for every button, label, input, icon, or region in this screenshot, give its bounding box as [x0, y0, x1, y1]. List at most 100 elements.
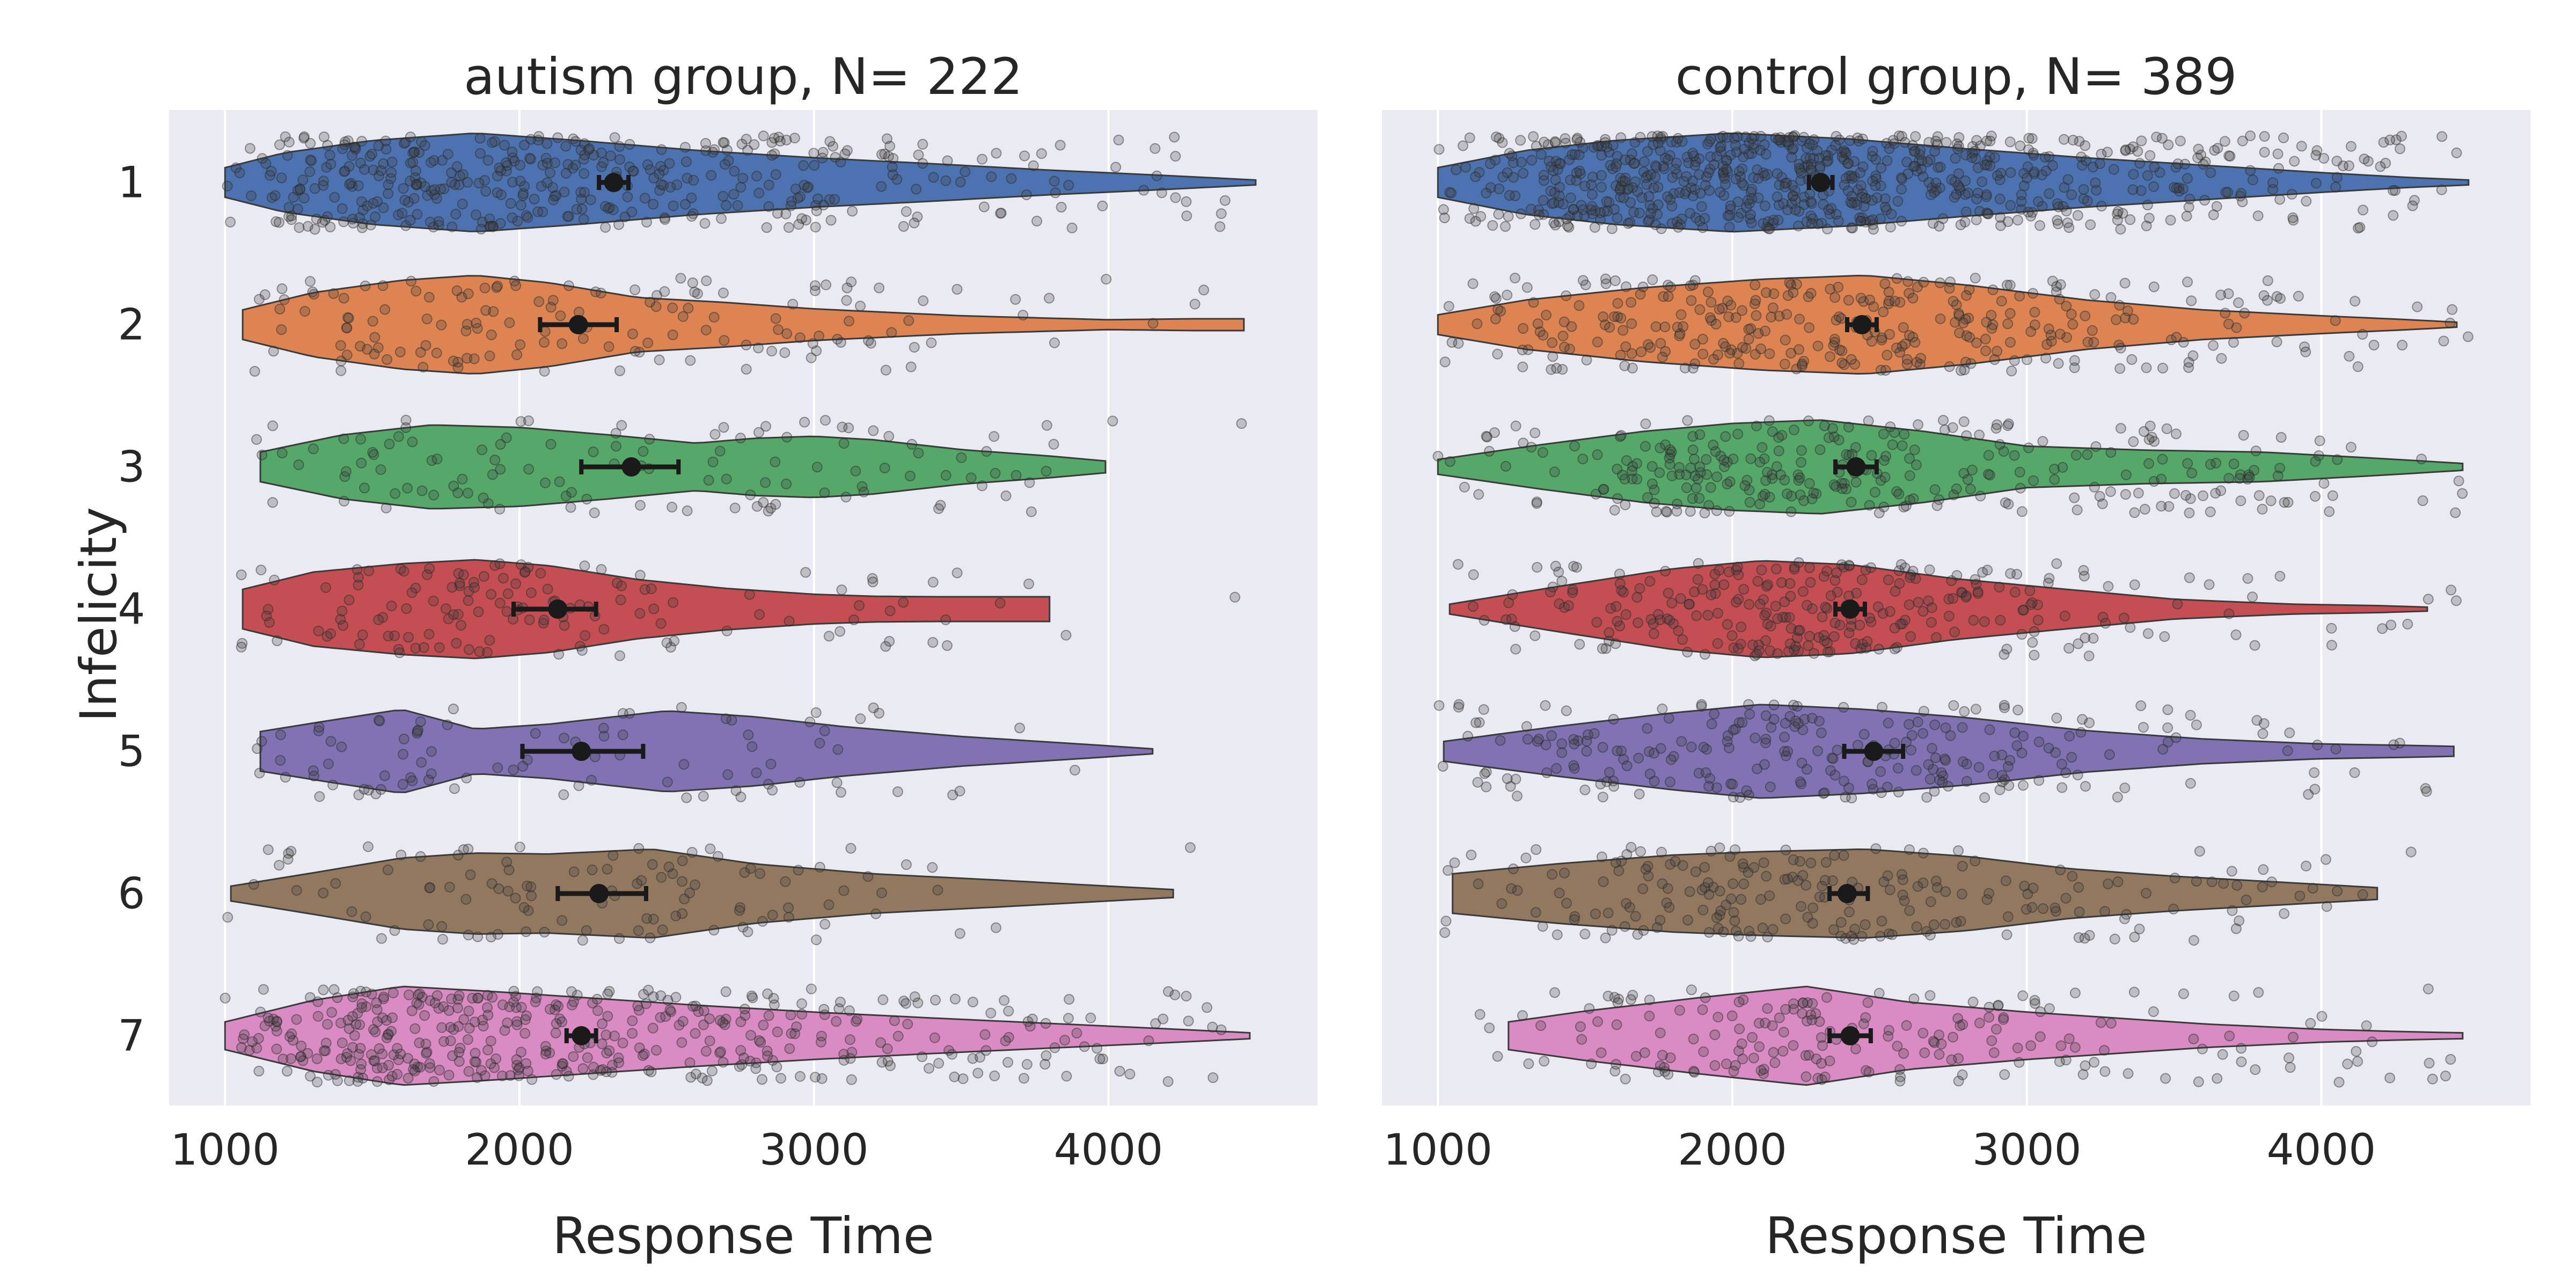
data-point: [2169, 873, 2180, 884]
data-point: [1943, 781, 1954, 792]
data-point: [2078, 565, 2089, 576]
data-point: [521, 1010, 532, 1021]
data-point: [1751, 310, 1762, 321]
data-point: [1788, 854, 1799, 866]
data-point: [513, 1064, 524, 1075]
data-point: [485, 1035, 496, 1046]
data-point: [1216, 1024, 1227, 1035]
data-point: [1949, 626, 1960, 638]
data-point: [1970, 273, 1981, 284]
data-point: [1804, 478, 1815, 489]
data-point: [1797, 870, 1809, 881]
data-point: [2032, 614, 2044, 626]
data-point: [1849, 156, 1860, 167]
data-point: [785, 200, 796, 211]
data-point: [393, 431, 404, 442]
data-point: [411, 179, 422, 191]
data-point: [2083, 650, 2095, 662]
data-point: [347, 214, 358, 225]
data-point: [2076, 151, 2087, 163]
data-point: [452, 609, 464, 620]
data-point: [662, 994, 674, 1006]
data-point: [554, 476, 565, 487]
data-point: [1929, 786, 1940, 797]
data-point: [392, 1043, 403, 1054]
data-point: [1097, 200, 1108, 211]
data-point: [1788, 131, 1798, 142]
data-point: [2060, 892, 2072, 904]
data-point: [1565, 192, 1576, 203]
data-point: [2318, 478, 2330, 489]
data-point: [1940, 919, 1951, 930]
data-point: [256, 736, 267, 747]
data-point: [514, 841, 525, 853]
data-point: [377, 1048, 388, 1059]
data-point: [633, 843, 645, 854]
data-point: [1994, 582, 2005, 592]
data-point: [2128, 169, 2139, 180]
data-point: [474, 133, 486, 144]
data-point: [1788, 1040, 1799, 1051]
data-point: [1445, 456, 1455, 467]
data-point: [1718, 166, 1729, 178]
data-point: [1918, 276, 1929, 288]
data-point: [1760, 635, 1771, 646]
data-point: [1805, 858, 1817, 868]
data-point: [328, 288, 339, 299]
data-point: [458, 1014, 470, 1025]
data-point: [2139, 503, 2150, 515]
data-point: [1150, 1018, 1161, 1029]
data-point: [416, 757, 427, 768]
data-point: [378, 993, 389, 1005]
data-point: [2224, 1030, 2235, 1042]
data-point: [720, 1014, 731, 1024]
data-point: [2423, 983, 2434, 994]
data-point: [1438, 204, 1449, 215]
data-point: [1627, 182, 1638, 193]
data-point: [373, 140, 384, 151]
data-point: [1866, 336, 1877, 347]
data-point: [588, 1062, 599, 1073]
data-point: [318, 131, 330, 142]
data-point: [614, 365, 625, 376]
data-point: [1549, 987, 1560, 998]
data-point: [467, 993, 478, 1004]
data-point: [1753, 192, 1764, 203]
data-point: [394, 346, 406, 357]
data-point: [645, 297, 656, 308]
data-point: [451, 285, 463, 296]
data-point: [766, 346, 777, 357]
data-point: [1953, 1075, 1964, 1087]
data-point: [905, 361, 917, 372]
data-point: [446, 177, 457, 188]
data-point: [700, 1045, 712, 1057]
data-point: [266, 192, 277, 203]
data-point: [718, 137, 729, 148]
data-point: [1860, 565, 1871, 576]
data-point: [747, 741, 758, 752]
data-point: [1640, 441, 1651, 452]
data-point: [1598, 876, 1609, 887]
data-point: [630, 284, 641, 295]
data-point: [519, 1014, 531, 1025]
data-point: [994, 597, 1006, 609]
data-point: [648, 913, 659, 925]
data-point: [960, 166, 971, 178]
data-point: [1869, 487, 1880, 498]
data-point: [557, 1058, 568, 1069]
data-point: [1892, 195, 1904, 207]
data-point: [760, 421, 771, 432]
data-point: [445, 1035, 456, 1046]
data-point: [1987, 769, 1999, 780]
data-point: [2078, 193, 2089, 204]
data-point: [688, 174, 699, 186]
data-point: [1467, 601, 1479, 612]
data-point: [2005, 167, 2016, 178]
data-point: [426, 746, 437, 757]
data-point: [385, 173, 397, 184]
data-point: [1819, 635, 1830, 646]
data-point: [1918, 706, 1929, 717]
data-point: [1939, 424, 1950, 435]
data-point: [1864, 500, 1875, 511]
data-point: [313, 722, 325, 733]
